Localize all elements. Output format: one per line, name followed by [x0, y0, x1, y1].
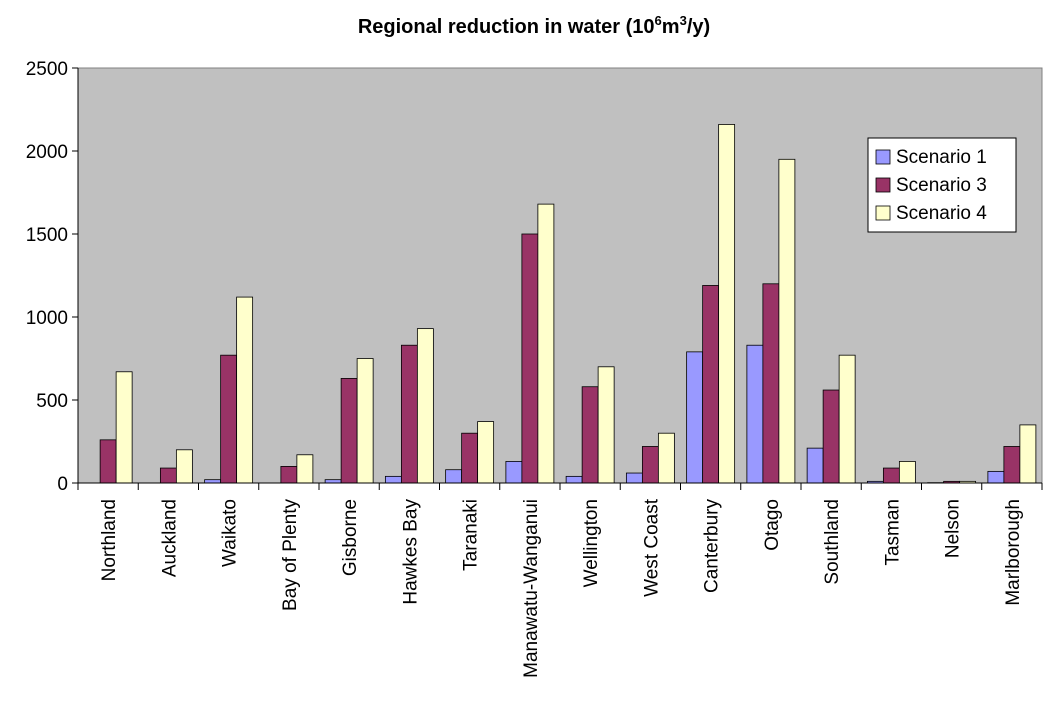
bar-scenario-1-wellington	[565, 475, 583, 484]
bar-scenario-4-auckland	[175, 449, 193, 484]
y-axis-ticks: 0 500 1000 1500 2000 2500	[26, 59, 78, 495]
bar-scenario-3-taranaki	[461, 432, 479, 484]
legend-box	[867, 137, 1017, 233]
legend-label: Scenario 3	[896, 175, 987, 196]
x-category-label: Gisborne	[340, 499, 361, 576]
y-tick-label: 2000	[26, 142, 68, 163]
bar-scenario-4-marlborough	[1019, 424, 1037, 484]
legend-swatch	[875, 177, 891, 193]
x-category-label: Manawatu-Wanganui	[521, 499, 542, 678]
bar-scenario-3-waikato	[220, 354, 238, 484]
y-tick-label: 2500	[26, 59, 68, 80]
x-category-label: Hawkes Bay	[400, 499, 421, 605]
legend-label: Scenario 1	[896, 147, 987, 168]
x-axis-categories: Northland Auckland Waikato Bay of Plenty Gis…	[99, 498, 1024, 678]
y-tick-label: 0	[57, 474, 68, 495]
bar-scenario-3-northland	[99, 439, 117, 484]
legend: Scenario 1 Scenario 3 Scenario 4	[867, 137, 1017, 233]
bar-scenario-1-west-coast	[625, 472, 643, 484]
x-category-label: West Coast	[641, 498, 662, 597]
bar-scenario-4-west-coast	[657, 432, 675, 484]
y-tick-label: 1500	[26, 225, 68, 246]
bar-scenario-4-manawatu-wanganui	[537, 203, 555, 484]
bar-scenario-1-taranaki	[445, 469, 463, 484]
bar-scenario-4-tasman	[898, 461, 916, 484]
chart-title-suffix: /y)	[687, 16, 710, 38]
bar-scenario-4-otago	[778, 158, 796, 484]
bar-scenario-1-hawkes-bay	[384, 475, 402, 484]
bar-scenario-1-manawatu-wanganui	[505, 461, 523, 484]
x-category-label: Tasman	[882, 499, 903, 566]
bars-group	[99, 124, 1037, 484]
bar-scenario-3-gisborne	[340, 378, 358, 484]
bar-scenario-1-otago	[746, 344, 764, 484]
legend-swatch	[875, 205, 891, 221]
bar-scenario-4-southland	[838, 354, 856, 484]
legend-swatch	[875, 149, 891, 165]
chart-title-sup-3: 3	[680, 13, 687, 28]
bar-scenario-3-west-coast	[641, 446, 659, 484]
x-category-label: Nelson	[943, 499, 964, 558]
bar-scenario-1-southland	[806, 447, 824, 484]
bar-scenario-3-hawkes-bay	[400, 344, 418, 484]
bar-scenario-3-auckland	[159, 467, 177, 484]
bar-scenario-4-hawkes-bay	[416, 328, 434, 484]
x-category-label: Taranaki	[461, 499, 482, 571]
bar-scenario-3-marlborough	[1003, 446, 1021, 484]
bar-scenario-4-bay-of-plenty	[296, 454, 314, 484]
x-category-label: Canterbury	[702, 499, 723, 593]
axes-group	[77, 68, 1043, 490]
bar-scenario-4-taranaki	[477, 421, 495, 484]
chart-title-mid: m	[662, 16, 680, 38]
bar-scenario-3-wellington	[581, 386, 599, 484]
bar-scenario-4-waikato	[236, 296, 254, 484]
x-category-label: Bay of Plenty	[280, 499, 301, 611]
bar-scenario-3-otago	[762, 283, 780, 484]
bar-scenario-4-northland	[115, 371, 133, 484]
x-category-label: Otago	[762, 499, 783, 551]
bar-scenario-1-canterbury	[686, 351, 704, 484]
bar-scenario-3-tasman	[882, 467, 900, 484]
bar-scenario-4-wellington	[597, 366, 615, 484]
bar-scenario-3-canterbury	[702, 285, 720, 484]
bar-scenario-3-bay-of-plenty	[280, 465, 298, 484]
bar-scenario-3-manawatu-wanganui	[521, 233, 539, 484]
y-tick-label: 1000	[26, 308, 68, 329]
bar-scenario-1-marlborough	[987, 470, 1005, 484]
y-tick-label: 500	[36, 391, 68, 412]
chart-title: Regional reduction in water (106m3/y)	[358, 13, 710, 38]
chart-title-prefix: Regional reduction in water (10	[358, 16, 655, 38]
chart-title-sup-6: 6	[655, 13, 662, 28]
x-category-label: Waikato	[220, 499, 241, 567]
x-category-label: Wellington	[581, 499, 602, 587]
bar-scenario-4-gisborne	[356, 358, 374, 484]
x-category-label: Southland	[822, 499, 843, 585]
x-category-label: Northland	[99, 499, 120, 581]
x-category-label: Auckland	[159, 499, 180, 577]
legend-label: Scenario 4	[896, 203, 987, 224]
bar-scenario-3-southland	[822, 389, 840, 484]
x-category-label: Marlborough	[1003, 499, 1024, 606]
bar-scenario-4-canterbury	[718, 124, 736, 484]
